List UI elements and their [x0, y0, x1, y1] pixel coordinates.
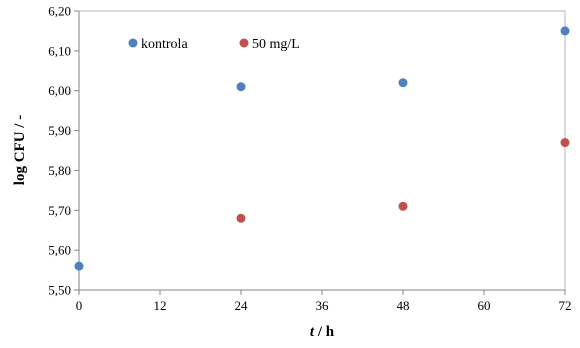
x-tick-label: 0 [76, 298, 83, 313]
y-tick-label: 5,60 [48, 243, 71, 258]
x-axis-title-variable: t [310, 324, 315, 340]
x-tick-label: 72 [559, 298, 572, 313]
x-tick-label: 12 [154, 298, 167, 313]
x-tick-label: 60 [478, 298, 491, 313]
data-point-series-1 [560, 138, 570, 148]
y-tick-label: 5,90 [48, 123, 71, 138]
x-axis-title-unit: / h [314, 324, 335, 340]
x-axis-ticks: 0 12 24 36 48 60 72 [76, 290, 572, 313]
data-point-series-1 [398, 201, 408, 211]
data-points [74, 26, 570, 271]
x-tick-label: 36 [316, 298, 330, 313]
x-tick-label: 24 [235, 298, 249, 313]
y-axis-title: log CFU / - [12, 115, 28, 185]
legend-marker-50mg [239, 38, 249, 48]
legend-label-50mg: 50 mg/L [252, 37, 300, 52]
y-axis-ticks: 5,50 5,60 5,70 5,80 5,90 6,00 6,10 6,20 [48, 4, 79, 298]
data-point-series-0 [560, 26, 570, 36]
data-point-series-0 [74, 261, 84, 271]
plot-area [78, 10, 566, 291]
y-tick-label: 5,50 [48, 283, 71, 298]
legend-marker-kontrola [128, 38, 138, 48]
y-tick-label: 6,20 [48, 4, 71, 19]
x-axis-title: t / h [310, 324, 335, 340]
y-tick-label: 5,80 [48, 163, 71, 178]
y-tick-label: 5,70 [48, 203, 71, 218]
legend-label-kontrola: kontrola [141, 37, 188, 52]
y-tick-label: 6,00 [48, 83, 71, 98]
data-point-series-1 [236, 213, 246, 223]
legend: kontrola 50 mg/L [128, 37, 300, 52]
y-tick-label: 6,10 [48, 43, 71, 58]
x-tick-label: 48 [397, 298, 410, 313]
data-point-series-0 [398, 78, 408, 88]
data-point-series-0 [236, 82, 246, 92]
